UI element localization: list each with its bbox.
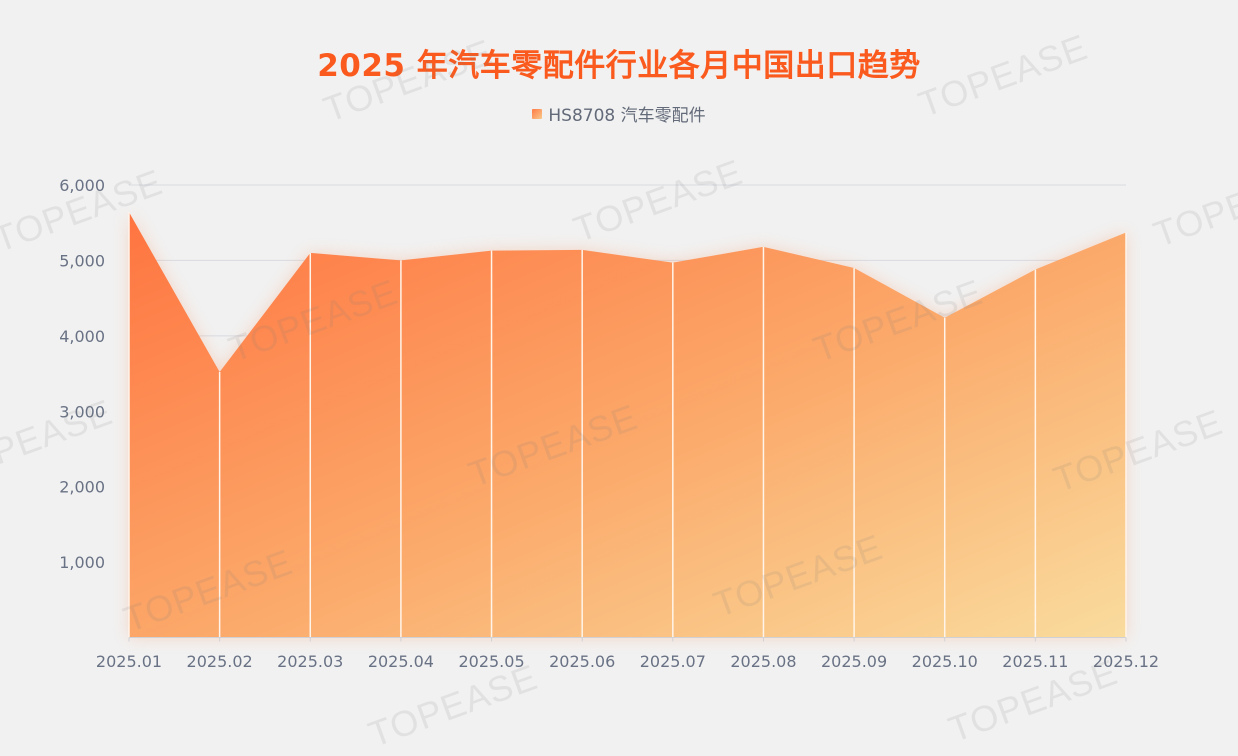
y-tick-label: 6,000 [59,176,105,195]
y-tick-label: 5,000 [59,251,105,270]
x-tick-label: 2025.06 [549,652,615,671]
category-dividers [128,212,1127,638]
x-tick-label: 2025.12 [1093,652,1159,671]
x-tick-label: 2025.01 [96,652,162,671]
chart-title: 2025 年汽车零配件行业各月中国出口趋势 [317,48,921,84]
x-tick-label: 2025.02 [187,652,253,671]
y-tick-label: 1,000 [59,553,105,572]
x-tick-label: 2025.05 [458,652,524,671]
x-tick-label: 2025.11 [1002,652,1068,671]
x-tick-label: 2025.07 [640,652,706,671]
y-axis: 1,000 2,000 3,000 4,000 5,000 6,000 [59,176,105,572]
x-tick-label: 2025.08 [730,652,796,671]
legend[interactable]: HS8708 汽车零配件 [0,101,1238,126]
y-tick-label: 2,000 [59,478,105,497]
x-tick-label: 2025.10 [912,652,978,671]
legend-swatch-icon [532,108,543,119]
x-tick-label: 2025.09 [821,652,887,671]
area-series[interactable] [129,212,1126,638]
y-tick-label: 4,000 [59,327,105,346]
x-axis: 2025.01 2025.02 2025.03 2025.04 2025.05 2025.… [96,637,1159,671]
y-tick-label: 3,000 [59,402,105,421]
legend-label: HS8708 汽车零配件 [548,106,706,126]
x-tick-label: 2025.03 [277,652,343,671]
x-tick-label: 2025.04 [368,652,434,671]
